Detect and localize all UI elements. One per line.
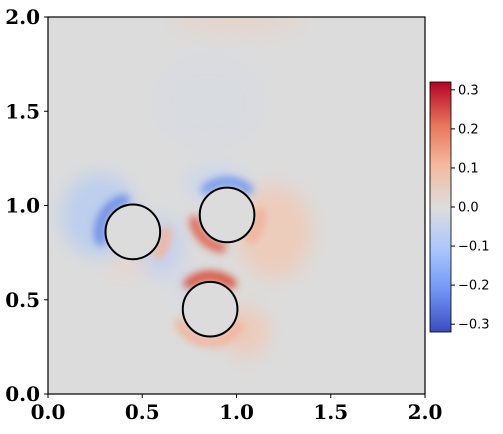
colorbar-tick-label: −0.1: [458, 240, 490, 255]
field-band: [174, 318, 207, 347]
y-tick-label: 0.0: [5, 382, 40, 406]
field-region: [236, 184, 312, 280]
y-tick-label: 1.0: [5, 194, 40, 218]
x-tick-label: 1.0: [219, 400, 254, 424]
field-band: [205, 320, 244, 348]
field-band: [245, 207, 266, 244]
field-band: [153, 226, 172, 259]
y-tick-label: 2.0: [5, 5, 40, 29]
x-tick-label: 0.0: [31, 400, 66, 424]
obstacle-fill: [182, 281, 238, 337]
x-axis: 0.0 0.5 1.0 1.5 2.0: [31, 394, 443, 424]
colorbar: 0.3 0.2 0.1 0.0 −0.1 −0.2 −0.3: [429, 81, 490, 333]
y-tick-label: 1.5: [5, 99, 40, 123]
field-band: [200, 176, 254, 195]
colorbar-tick-label: 0.2: [458, 122, 479, 137]
x-tick-label: 1.5: [313, 400, 348, 424]
x-tick-label: 2.0: [408, 400, 443, 424]
colorbar-gradient: [429, 81, 452, 333]
colorbar-tick-label: 0.1: [458, 161, 479, 176]
field-region: [104, 254, 150, 278]
obstacle-circle: [104, 203, 162, 261]
colorbar-tick-label: 0.0: [458, 201, 479, 216]
field-region: [151, 54, 265, 149]
circles-layer: [104, 186, 256, 338]
field-band: [183, 270, 237, 289]
y-tick-label: 0.5: [5, 288, 40, 312]
field-band: [94, 194, 130, 246]
field-band: [189, 215, 227, 253]
field-region: [170, 17, 303, 34]
colorbar-tick-label: −0.3: [458, 318, 490, 333]
obstacle-fill: [105, 204, 161, 260]
plot-area: [47, 16, 426, 395]
obstacle-circle: [181, 280, 239, 338]
obstacle-circle: [198, 186, 256, 244]
field-rings: [94, 176, 266, 348]
colorbar-tick-label: 0.3: [458, 83, 479, 98]
y-axis: 0.0 0.5 1.0 1.5 2.0: [5, 5, 48, 406]
colorbar-tick-label: −0.2: [458, 279, 490, 294]
obstacle-fill: [199, 187, 255, 243]
x-tick-label: 0.5: [125, 400, 160, 424]
